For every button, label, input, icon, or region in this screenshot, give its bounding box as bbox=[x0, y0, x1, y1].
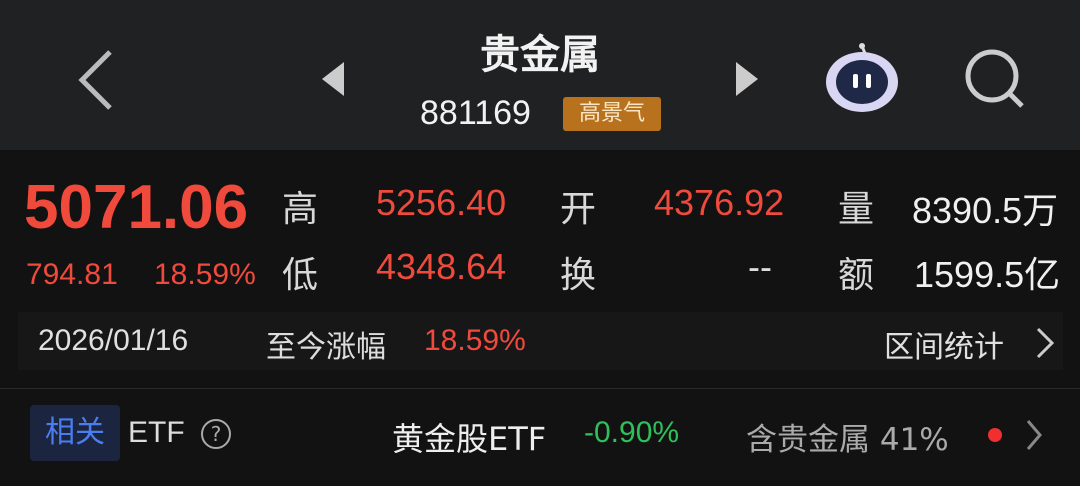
sector-code: 881169 bbox=[420, 94, 531, 132]
range-label: 至今涨幅 bbox=[266, 330, 386, 365]
range-bar bbox=[18, 312, 1063, 370]
red-dot-icon bbox=[988, 428, 1002, 442]
etf-label: ETF bbox=[128, 416, 185, 449]
amount-value: 1599.5亿 bbox=[914, 254, 1061, 295]
prev-triangle-icon[interactable] bbox=[320, 60, 346, 98]
svg-text:?: ? bbox=[211, 422, 222, 446]
chevron-right-icon[interactable] bbox=[1024, 418, 1044, 452]
next-triangle-icon[interactable] bbox=[734, 60, 760, 98]
etf-change: -0.90% bbox=[584, 416, 680, 449]
range-date: 2026/01/16 bbox=[38, 324, 189, 357]
price-change-pct: 18.59% bbox=[154, 258, 256, 291]
etf-holding: 含贵金属 41% bbox=[746, 422, 949, 458]
search-icon[interactable] bbox=[962, 46, 1028, 112]
status-badge: 高景气 bbox=[563, 97, 661, 131]
open-label: 开 bbox=[560, 189, 597, 230]
high-value: 5256.40 bbox=[376, 182, 507, 223]
high-label: 高 bbox=[282, 189, 319, 230]
top-bar bbox=[0, 0, 1080, 150]
related-tag: 相关 bbox=[30, 405, 120, 461]
volume-label: 量 bbox=[838, 189, 875, 230]
turnover-label: 换 bbox=[560, 255, 597, 296]
divider bbox=[0, 388, 1080, 389]
help-icon[interactable]: ? bbox=[200, 418, 232, 450]
price-change: 794.81 bbox=[26, 258, 118, 291]
last-price: 5071.06 bbox=[24, 173, 249, 242]
low-label: 低 bbox=[282, 255, 319, 296]
robot-assistant-icon[interactable] bbox=[822, 40, 902, 112]
range-stats-link[interactable]: 区间统计 bbox=[884, 330, 1004, 365]
open-value: 4376.92 bbox=[654, 182, 785, 223]
low-value: 4348.64 bbox=[376, 246, 507, 287]
volume-value: 8390.5万 bbox=[912, 190, 1059, 231]
amount-label: 额 bbox=[838, 255, 875, 296]
chevron-right-icon bbox=[1036, 327, 1055, 359]
page-title: 贵金属 bbox=[480, 32, 600, 78]
turnover-value: -- bbox=[748, 246, 772, 287]
etf-name[interactable]: 黄金股ETF bbox=[392, 420, 547, 458]
back-chevron-icon[interactable] bbox=[74, 48, 118, 112]
range-value: 18.59% bbox=[424, 324, 526, 357]
